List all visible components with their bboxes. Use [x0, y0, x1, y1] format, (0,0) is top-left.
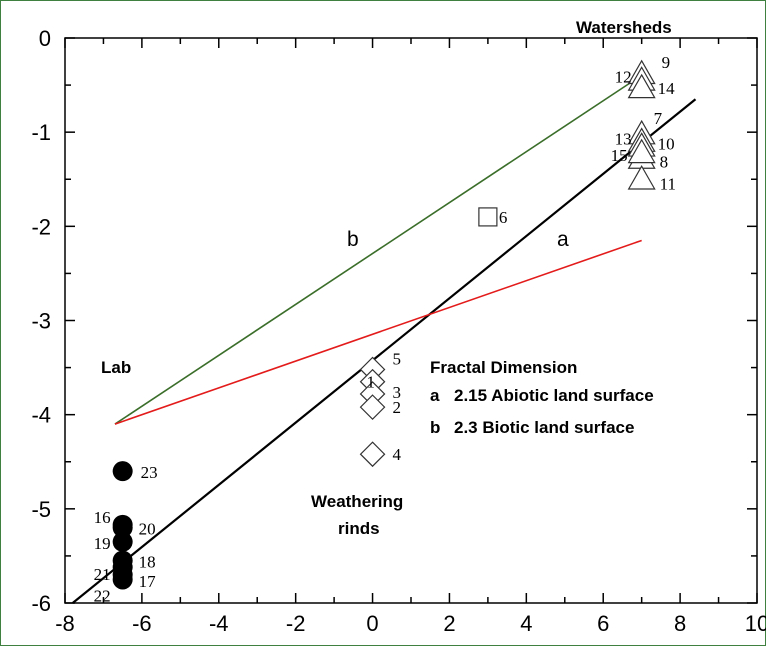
- point-label: 9: [662, 53, 671, 72]
- watersheds-label: Watersheds: [576, 18, 672, 37]
- x-tick-label: 8: [674, 611, 686, 636]
- legend-a-letter: a: [430, 386, 440, 405]
- point-label: 1: [367, 373, 376, 392]
- fractal-dimension-title: Fractal Dimension: [430, 358, 577, 377]
- y-tick-label: -5: [31, 497, 51, 522]
- data-points: [112, 59, 656, 590]
- x-tick-label: -2: [286, 611, 306, 636]
- watershed-point: [627, 165, 656, 190]
- watershed-point: [627, 73, 656, 99]
- weathering-rind-point: [359, 441, 386, 468]
- y-tick-label: 0: [39, 26, 51, 51]
- point-label: 14: [658, 79, 676, 98]
- lab-point: [112, 517, 133, 538]
- y-tick-label: -2: [31, 214, 51, 239]
- lab-point: [112, 531, 133, 552]
- legend-b-letter: b: [430, 418, 440, 437]
- fit-line: [114, 239, 642, 425]
- point-label: 6: [499, 208, 508, 227]
- lab-label: Lab: [101, 358, 131, 377]
- axis-ticks: [64, 37, 758, 604]
- point-label: 18: [139, 553, 156, 572]
- point-label: 7: [654, 109, 663, 128]
- x-tick-label: 2: [443, 611, 455, 636]
- x-tick-label: 0: [366, 611, 378, 636]
- point-label: 5: [393, 349, 402, 368]
- point-label: 16: [94, 508, 111, 527]
- point-label: 19: [94, 534, 111, 553]
- legend-a-text: 2.15 Abiotic land surface: [454, 386, 654, 405]
- point-label: 8: [660, 153, 669, 172]
- point-label: 21: [94, 565, 111, 584]
- point-label: 13: [615, 129, 632, 148]
- y-tick-label: -4: [31, 403, 51, 428]
- point-label: 23: [141, 463, 158, 482]
- point-label: 15: [611, 146, 628, 165]
- y-tick-label: -6: [31, 591, 51, 616]
- point-label: 20: [139, 520, 156, 539]
- fit-lines: [71, 79, 697, 604]
- x-tick-label: 4: [520, 611, 532, 636]
- line-label-a: a: [557, 228, 569, 251]
- fit-line-a: [71, 98, 697, 604]
- line-label-b: b: [347, 228, 359, 251]
- point-label: 3: [393, 383, 402, 402]
- x-tick-labels: -8 -6 -4 -2 0 2 4 6 8 10: [55, 611, 766, 636]
- point-label: 2: [393, 398, 402, 417]
- y-tick-labels: 0 -1 -2 -3 -4 -5 -6: [31, 26, 51, 616]
- square-point: [478, 207, 498, 227]
- x-tick-label: 10: [745, 611, 766, 636]
- lab-point: [112, 461, 133, 482]
- point-label: 4: [393, 445, 402, 464]
- point-label: 10: [658, 135, 675, 154]
- x-tick-label: 6: [597, 611, 609, 636]
- weathering-rind-point: [359, 394, 386, 420]
- y-tick-label: -3: [31, 309, 51, 334]
- lab-point: [112, 569, 133, 590]
- point-label: 12: [615, 67, 632, 86]
- y-tick-label: -1: [31, 120, 51, 145]
- point-label: 11: [660, 174, 676, 193]
- watershed-point: [627, 138, 656, 164]
- x-tick-label: -4: [209, 611, 229, 636]
- legend-b-text: 2.3 Biotic land surface: [454, 418, 634, 437]
- weathering-label-line1: Weathering: [311, 492, 403, 511]
- fit-line-b: [114, 79, 635, 425]
- x-tick-label: -8: [55, 611, 75, 636]
- weathering-label-line2: rinds: [338, 519, 380, 538]
- x-tick-label: -6: [132, 611, 152, 636]
- point-label: 17: [139, 572, 157, 591]
- point-label: 22: [94, 586, 111, 605]
